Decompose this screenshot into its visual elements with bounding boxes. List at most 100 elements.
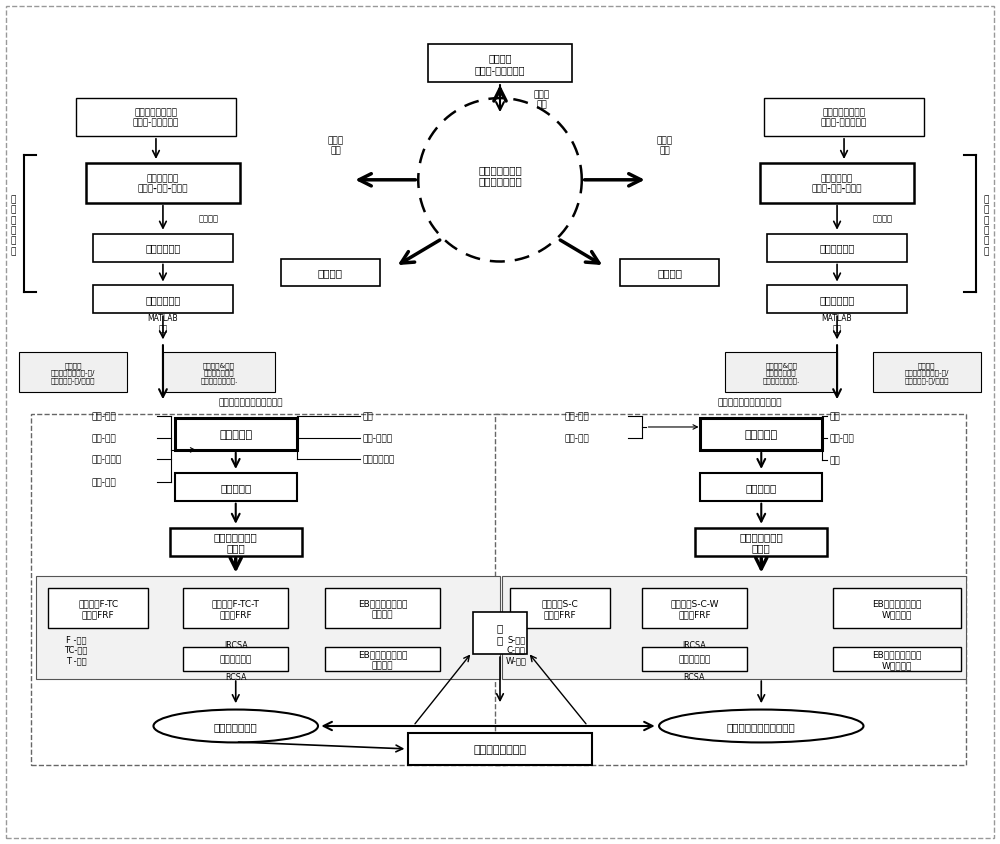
Text: 响应矩阵
（刀具悬伸端位移-力/
变矩、转角-力/变矩）: 响应矩阵 （刀具悬伸端位移-力/ 变矩、转角-力/变矩） [905,362,949,384]
Text: 子结构划分: 子结构划分 [219,430,252,440]
Text: 固有频率&振型
反应系统性能，
表征系统动态特性.: 固有频率&振型 反应系统性能， 表征系统动态特性. [763,362,800,384]
Text: 边界条件: 边界条件 [873,214,893,223]
Text: S-主轴
C-卡盘
W-工件: S-主轴 C-卡盘 W-工件 [506,635,527,664]
Text: 刀具（柔性）系统
（刀具-机床进给）: 刀具（柔性）系统 （刀具-机床进给） [133,108,179,127]
Text: 响应矩阵
（刀具悬伸端位移-力/
变矩、转角-力/变矩）: 响应矩阵 （刀具悬伸端位移-力/ 变矩、转角-力/变矩） [51,362,95,384]
Text: IRCSA: IRCSA [683,640,706,649]
Text: 子结构划分: 子结构划分 [745,430,778,440]
Bar [281,259,380,287]
Text: 工件: 工件 [829,456,840,465]
Text: 实验获得F-TC-T
自由端FRF: 实验获得F-TC-T 自由端FRF [212,599,260,619]
Text: RCSA: RCSA [225,672,246,681]
Bar [642,647,747,671]
Text: 工件不同位置点频响函数: 工件不同位置点频响函数 [727,721,796,731]
Text: 刀尖点频响函数: 刀尖点频响函数 [214,721,258,731]
Bar [764,99,924,137]
Text: IRCSA: IRCSA [224,640,248,649]
Text: 边界条件: 边界条件 [199,214,219,223]
Bar [725,353,837,392]
Bar [48,589,148,629]
Text: 导轨-工作台: 导轨-工作台 [91,455,121,464]
Bar [760,164,914,203]
Text: 确定结合面: 确定结合面 [220,482,251,492]
Text: RCSA: RCSA [684,672,705,681]
Text: 轴承-丝杆: 轴承-丝杆 [91,412,116,421]
Bar [175,473,297,501]
Text: 卡盘-工件: 卡盘-工件 [829,434,854,443]
Bar [36,576,500,679]
Text: 工件（柔性）系统
（工件-机床主轴）: 工件（柔性）系统 （工件-机床主轴） [821,108,867,127]
Text: 子结构
划分: 子结构 划分 [656,136,673,155]
Text: 实验获得S-C-W
自由端FRF: 实验获得S-C-W 自由端FRF [670,599,719,619]
Text: 螺母-工作台: 螺母-工作台 [362,434,393,443]
Bar [473,613,527,654]
Bar [695,528,827,556]
Text: 确定结合面: 确定结合面 [746,482,777,492]
Bar [767,235,907,262]
Text: 连接参数矩阵: 连接参数矩阵 [220,655,252,664]
Text: 系统综合频响函数: 系统综合频响函数 [474,744,526,754]
Text: 主轴: 主轴 [829,412,840,421]
Text: 动
态
特
性
研
究: 动 态 特 性 研 究 [11,195,16,256]
Bar [700,419,822,451]
Text: 机床系统
（主轴-机床进给）: 机床系统 （主轴-机床进给） [475,53,525,75]
Bar [163,353,275,392]
Bar [700,473,822,501]
Bar [620,259,719,287]
Text: 响应耦合法获得刀尖点响应: 响应耦合法获得刀尖点响应 [218,398,283,407]
Bar [183,589,288,629]
Bar [325,589,440,629]
Bar [19,353,127,392]
Text: 耦
合: 耦 合 [497,623,503,644]
Bar [510,589,610,629]
Text: 结合面刚度、阻
尼矩阵: 结合面刚度、阻 尼矩阵 [739,531,783,553]
Text: 求解传递矩阵: 求解传递矩阵 [145,243,181,253]
Text: 丝杆: 丝杆 [362,412,373,421]
Text: 刀具-刀夹: 刀具-刀夹 [91,478,116,487]
Text: MATLAB
编程: MATLAB 编程 [822,313,852,333]
Bar [642,589,747,629]
Text: 传递矩阵方程: 传递矩阵方程 [145,295,181,305]
Ellipse shape [659,710,863,743]
Bar [325,647,440,671]
Bar [833,647,961,671]
Text: 子结构
划分: 子结构 划分 [327,136,344,155]
Text: 实验获得S-C
自由端FRF: 实验获得S-C 自由端FRF [541,599,578,619]
Text: 求解传递矩阵: 求解传递矩阵 [819,243,855,253]
Text: F -进给
TC-刀架
T -刀具: F -进给 TC-刀架 T -刀具 [64,635,88,664]
Bar [175,419,297,451]
Text: 子结构
划分: 子结构 划分 [534,90,550,110]
Text: 刀具系统: 刀具系统 [318,268,343,279]
Text: 结合面刚度、阻
尼矩阵: 结合面刚度、阻 尼矩阵 [214,531,258,553]
Bar [495,414,966,765]
Bar [408,733,592,765]
Text: 工件系统: 工件系统 [657,268,682,279]
Bar [428,46,572,83]
Bar [833,589,961,629]
Text: 广义动力学空间
高进给车削系统: 广义动力学空间 高进给车削系统 [478,165,522,187]
Text: 响应耦合法获得工件点响应: 响应耦合法获得工件点响应 [717,398,782,407]
Text: EB梁模型求取刀具
W频响矩阵: EB梁模型求取刀具 W频响矩阵 [872,650,922,669]
Bar [183,647,288,671]
Bar [873,353,981,392]
Bar [76,99,236,137]
Text: 刀具（悬伸）: 刀具（悬伸） [362,455,395,464]
Text: 建立典型单元
（主轴-卡盘-工件）: 建立典型单元 （主轴-卡盘-工件） [812,174,862,193]
Bar [502,576,966,679]
Text: EB梁模型求取刀具
频响矩阵: EB梁模型求取刀具 频响矩阵 [358,599,407,619]
Text: 卡盘-工件: 卡盘-工件 [565,434,590,443]
Text: EB梁模型求取刀具
W频响矩阵: EB梁模型求取刀具 W频响矩阵 [872,599,922,619]
Ellipse shape [153,710,318,743]
Text: EB梁模型求取刀具
频响矩阵: EB梁模型求取刀具 频响矩阵 [358,650,407,669]
Text: 固有频率&振型
反应系统性能，
表征系统动态特性.: 固有频率&振型 反应系统性能， 表征系统动态特性. [200,362,237,384]
Text: 动
态
特
性
研
究: 动 态 特 性 研 究 [984,195,989,256]
Text: 传递矩阵方程: 传递矩阵方程 [819,295,855,305]
Bar [93,286,233,314]
Text: 建立典型单元
（进给-刀架-刀具）: 建立典型单元 （进给-刀架-刀具） [138,174,188,193]
Bar [93,235,233,262]
Text: MATLAB
编程: MATLAB 编程 [148,313,178,333]
Text: 连接参数矩阵: 连接参数矩阵 [678,655,711,664]
Bar [31,414,505,765]
Text: 主轴-卡盘: 主轴-卡盘 [565,412,590,421]
Bar [170,528,302,556]
